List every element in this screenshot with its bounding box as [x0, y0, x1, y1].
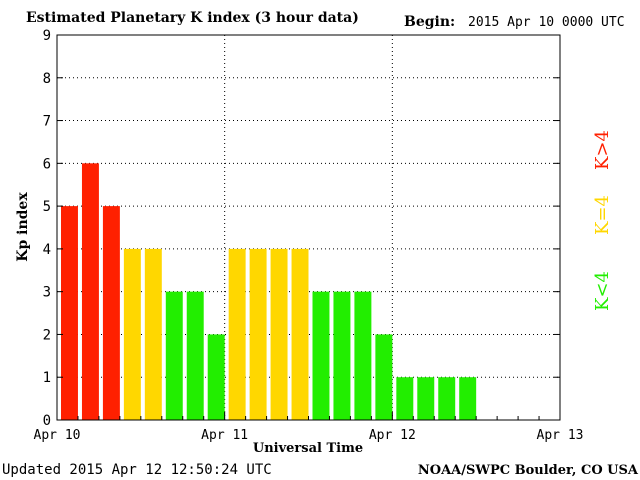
- updated-text: Updated 2015 Apr 12 12:50:24 UTC: [2, 462, 272, 478]
- bars: [61, 163, 477, 421]
- y-tick-label: 9: [43, 28, 51, 44]
- y-tick-label: 5: [43, 199, 51, 215]
- kp-bar: [81, 163, 99, 421]
- y-tick-label: 2: [43, 327, 51, 343]
- legend-mid: K=4: [592, 195, 613, 235]
- x-tick-label: Apr 13: [537, 428, 584, 443]
- begin-label: Begin:: [404, 14, 455, 30]
- kp-bar: [165, 291, 183, 420]
- y-tick-label: 8: [43, 71, 51, 87]
- y-tick-label: 3: [43, 285, 51, 301]
- kp-bar: [207, 334, 225, 420]
- kp-bar: [396, 377, 414, 420]
- legend-high: K>4: [592, 130, 613, 170]
- y-tick-label: 1: [43, 370, 51, 386]
- kp-bar: [186, 291, 204, 420]
- legend-low: K<4: [592, 271, 613, 311]
- kp-bar: [438, 377, 456, 420]
- kp-bar: [333, 291, 351, 420]
- y-axis-label: Kp index: [15, 192, 31, 262]
- y-tick-label: 7: [43, 114, 51, 130]
- kp-bar: [417, 377, 435, 420]
- x-tick-label: Apr 10: [34, 428, 81, 443]
- kp-bar: [249, 248, 267, 420]
- y-tick-label: 0: [43, 413, 51, 429]
- kp-bar: [291, 248, 309, 420]
- kp-bar: [61, 206, 78, 420]
- y-axis: 0 1 2 3 4 5 6 7 8 9: [43, 28, 560, 429]
- kp-bar: [375, 334, 393, 420]
- kp-bar: [312, 291, 330, 420]
- kp-bar: [123, 248, 141, 420]
- begin-value: 2015 Apr 10 0000 UTC: [468, 15, 625, 30]
- x-tick-label: Apr 11: [201, 428, 248, 443]
- x-axis: Apr 10 Apr 11 Apr 12 Apr 13: [34, 412, 584, 443]
- y-tick-label: 4: [43, 242, 51, 258]
- source-text: NOAA/SWPC Boulder, CO USA: [418, 463, 639, 478]
- kp-bar: [228, 248, 246, 420]
- kp-bar: [270, 248, 288, 420]
- kp-bar: [459, 377, 477, 420]
- chart-title: Estimated Planetary K index (3 hour data…: [26, 10, 359, 26]
- kp-bar: [354, 291, 372, 420]
- kp-bar: [102, 206, 120, 420]
- x-tick-label: Apr 12: [369, 428, 416, 443]
- y-tick-label: 6: [43, 156, 51, 172]
- x-axis-label: Universal Time: [253, 441, 363, 456]
- kp-bar: [144, 248, 162, 420]
